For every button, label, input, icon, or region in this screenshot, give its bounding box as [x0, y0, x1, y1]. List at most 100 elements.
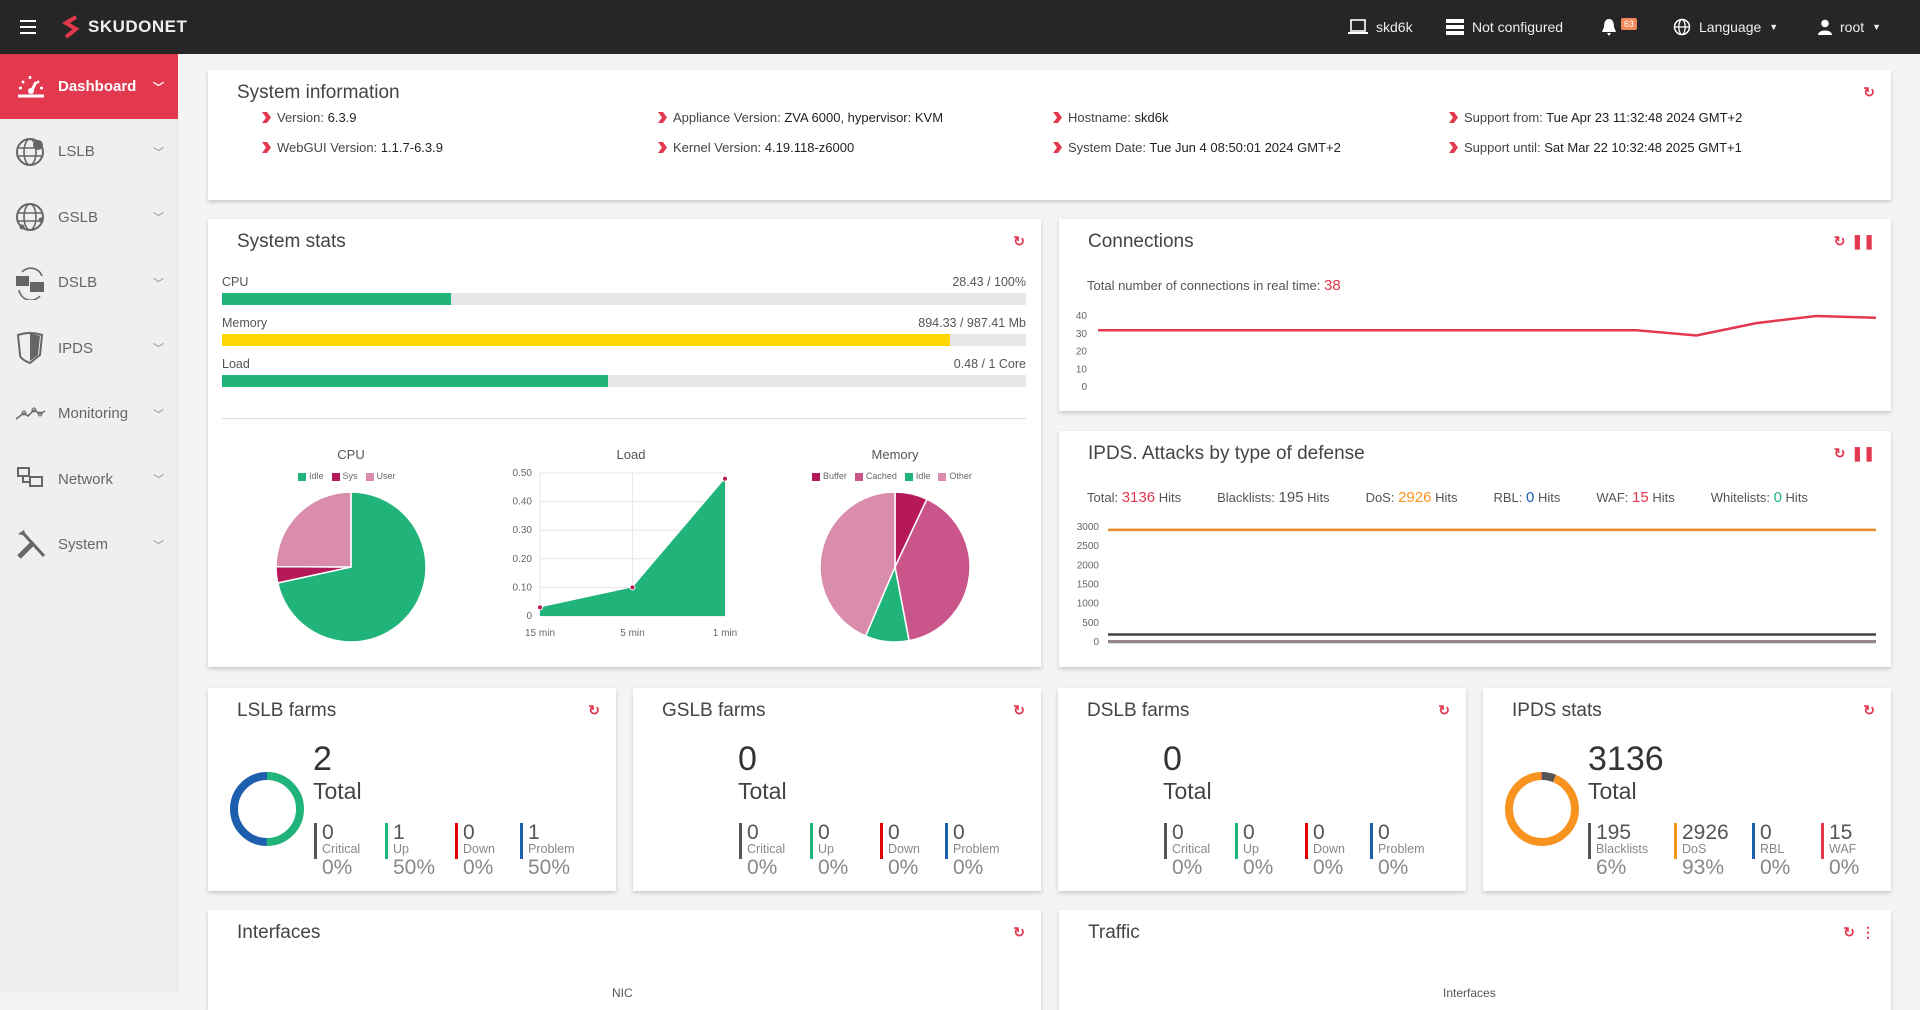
- attack-summary-item: Whitelists: 0 Hits: [1711, 489, 1808, 506]
- legend-item[interactable]: Sys: [331, 471, 358, 481]
- y-tick-label: 2000: [1077, 560, 1100, 571]
- card-title: Connections: [1088, 231, 1194, 252]
- system-info-item: WebGUI Version: 1.1.7-6.3.9: [262, 140, 443, 155]
- memory-progress-bar: [222, 334, 1026, 346]
- stat-value: 195: [1596, 821, 1632, 844]
- legend-item[interactable]: Idle: [298, 471, 324, 481]
- sidebar-item-label: LSLB: [58, 143, 95, 160]
- dashboard-gauge-icon: [14, 70, 48, 104]
- stat-label: Critical: [1172, 843, 1211, 856]
- summary-label: Total:: [1087, 490, 1119, 505]
- nic-chart-label: NIC: [612, 986, 633, 1000]
- monitoring-line-icon: [14, 397, 48, 431]
- attack-summary-item: RBL: 0 Hits: [1493, 489, 1560, 506]
- stat-value: 0: [818, 821, 830, 844]
- datacenter-sync-icon: [14, 266, 48, 300]
- sidebar: Dashboard ﹀ LSLB ﹀ GSLB ﹀ DSLB ﹀ IPDS ﹀ Monitoring…: [0, 54, 178, 992]
- y-tick-label: 0: [1081, 382, 1087, 393]
- summary-value: 0: [1773, 489, 1782, 506]
- progress-fill: [222, 293, 451, 305]
- legend-label: Cached: [865, 471, 897, 481]
- chevron-down-icon: ﹀: [153, 277, 164, 290]
- chevron-down-icon: ﹀: [153, 146, 164, 159]
- y-tick-label: 30: [1076, 329, 1088, 340]
- sidebar-item-label: DSLB: [58, 274, 98, 291]
- x-tick-label: 15 min: [525, 628, 555, 639]
- sidebar-item-dslb[interactable]: DSLB ﹀: [0, 250, 178, 315]
- info-label: Kernel Version:: [673, 140, 762, 155]
- sidebar-item-gslb[interactable]: GSLB ﹀: [0, 185, 178, 250]
- sidebar-item-network[interactable]: Network ﹀: [0, 447, 178, 512]
- system-info-item: Version: 6.3.9: [262, 110, 357, 125]
- legend-label: Idle: [309, 471, 324, 481]
- menu-toggle-button[interactable]: [20, 0, 38, 54]
- sidebar-item-monitoring[interactable]: Monitoring ﹀: [0, 381, 178, 446]
- stat-percent: 0%: [747, 856, 778, 879]
- realtime-value: 38: [1324, 277, 1341, 294]
- refresh-icon[interactable]: ↻: [1438, 702, 1450, 718]
- donut-segment-problem: [230, 772, 304, 846]
- refresh-icon[interactable]: ↻: [1843, 924, 1855, 940]
- more-options-icon[interactable]: ⋮: [1861, 924, 1875, 940]
- refresh-icon[interactable]: ↻: [1013, 924, 1025, 940]
- bell-icon: [1602, 19, 1616, 36]
- y-tick-label: 0: [526, 611, 532, 622]
- legend-item[interactable]: Buffer: [812, 471, 847, 481]
- refresh-icon[interactable]: ↻: [1863, 84, 1875, 100]
- info-value: skd6k: [1134, 110, 1169, 125]
- cpu-bar-value: 28.43 / 100%: [952, 275, 1026, 289]
- language-dropdown[interactable]: Language ▼: [1673, 0, 1778, 54]
- sidebar-item-ipds[interactable]: IPDS ﹀: [0, 316, 178, 381]
- y-tick-label: 0.20: [513, 554, 533, 565]
- refresh-icon[interactable]: ↻: [1833, 445, 1846, 461]
- memory-slice-cached: [894, 498, 971, 642]
- language-label: Language: [1699, 19, 1762, 35]
- refresh-icon[interactable]: ↻: [1863, 702, 1875, 718]
- refresh-icon[interactable]: ↻: [1013, 233, 1025, 249]
- sidebar-item-system[interactable]: System ﹀: [0, 512, 178, 577]
- chevron-right-icon: [1053, 142, 1062, 153]
- stat-blacklists: 195 Blacklists 6%: [1588, 821, 1674, 879]
- legend-item[interactable]: Idle: [904, 471, 930, 481]
- hostname-indicator[interactable]: skd6k: [1348, 0, 1413, 54]
- card-title: IPDS stats: [1512, 700, 1602, 721]
- stat-value: 0: [1760, 821, 1772, 844]
- legend-item[interactable]: Cached: [854, 471, 897, 481]
- y-tick-label: 0.30: [513, 525, 533, 536]
- brand-logo[interactable]: SKUDONET: [62, 0, 187, 54]
- cpu-slice-idle: [276, 491, 427, 643]
- stat-label: Critical: [747, 843, 786, 856]
- user-menu[interactable]: root ▼: [1818, 0, 1881, 54]
- legend-item[interactable]: Other: [938, 471, 972, 481]
- stat-label: WAF: [1829, 843, 1857, 856]
- stat-up: 0 Up 0%: [810, 821, 880, 879]
- refresh-icon[interactable]: ↻: [1013, 702, 1025, 718]
- info-value: 1.1.7-6.3.9: [380, 140, 443, 155]
- summary-label: DoS:: [1365, 490, 1395, 505]
- refresh-icon[interactable]: ↻: [588, 702, 600, 718]
- card-title: LSLB farms: [237, 700, 337, 721]
- stat-down: 0 Down 0%: [880, 822, 945, 879]
- card-title: Traffic: [1088, 922, 1140, 943]
- attack-summary-item: WAF: 15 Hits: [1596, 489, 1674, 506]
- skudonet-logo-icon: [62, 15, 80, 39]
- chevron-right-icon: [1449, 112, 1458, 123]
- sidebar-item-dashboard[interactable]: Dashboard ﹀: [0, 54, 178, 119]
- notifications-button[interactable]: 63: [1601, 0, 1638, 54]
- hits-unit: Hits: [1307, 490, 1330, 505]
- hits-unit: Hits: [1652, 490, 1675, 505]
- pause-icon[interactable]: ❚❚: [1851, 233, 1875, 249]
- load-chart-title: Load: [616, 447, 646, 462]
- cluster-status[interactable]: Not configured: [1446, 0, 1563, 54]
- tools-icon: [14, 528, 48, 562]
- refresh-icon[interactable]: ↻: [1833, 233, 1846, 249]
- legend-label: Sys: [342, 471, 358, 481]
- stat-label: Up: [393, 843, 409, 856]
- legend-item[interactable]: User: [365, 471, 396, 481]
- summary-label: Whitelists:: [1710, 490, 1770, 505]
- legend-swatch: [854, 472, 863, 481]
- sidebar-item-lslb[interactable]: LSLB ﹀: [0, 119, 178, 184]
- stat-percent: 6%: [1596, 856, 1627, 879]
- progress-fill: [222, 334, 951, 346]
- pause-icon[interactable]: ❚❚: [1851, 445, 1875, 461]
